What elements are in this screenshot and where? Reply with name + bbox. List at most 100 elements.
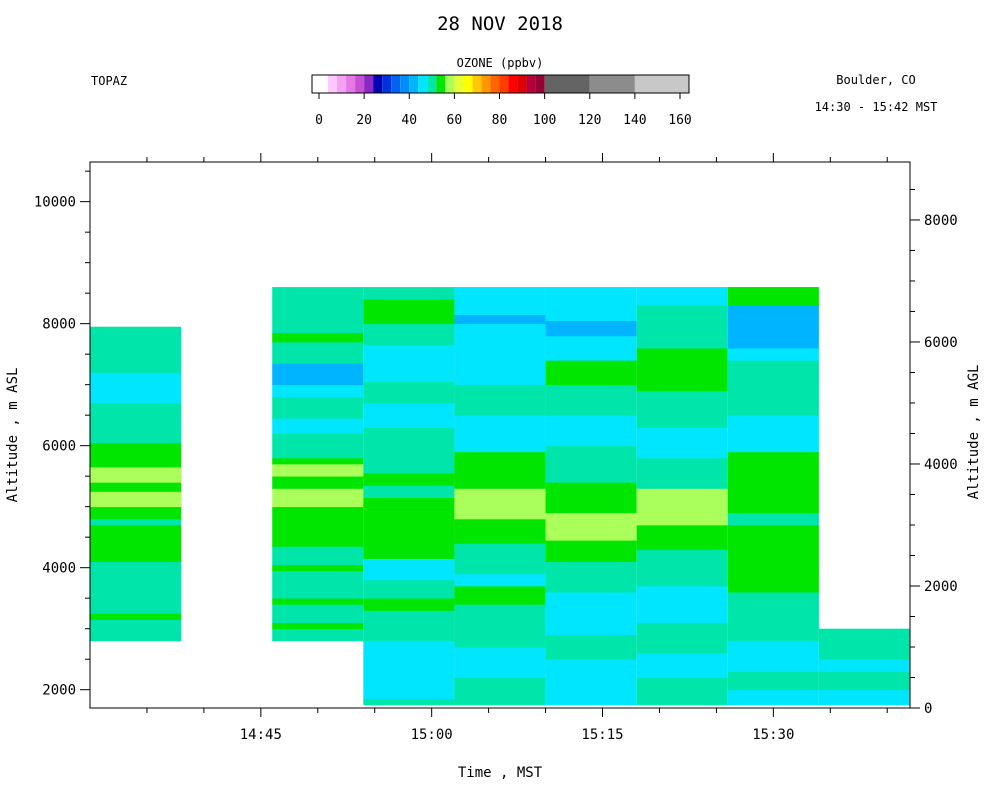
y-tick-label-left: 2000 — [42, 683, 76, 699]
ozone-cell — [272, 433, 364, 459]
ozone-cell — [90, 467, 182, 483]
ozone-cell — [727, 360, 819, 386]
ozone-cell — [545, 482, 637, 514]
ozone-cell — [727, 640, 819, 672]
ozone-cell — [636, 549, 728, 587]
colorbar-segment — [427, 75, 437, 93]
ozone-cell — [454, 488, 546, 520]
colorbar-segment — [508, 75, 518, 93]
colorbar-tick-label: 60 — [447, 113, 463, 128]
ozone-cell — [454, 518, 546, 544]
ozone-cell — [363, 323, 455, 346]
ozone-cell — [727, 287, 819, 306]
ozone-cell — [90, 518, 182, 526]
colorbar-segment — [373, 75, 383, 93]
colorbar-segment — [499, 75, 509, 93]
ozone-cell — [90, 482, 182, 492]
time-range-label: 14:30 - 15:42 MST — [815, 100, 938, 114]
colorbar-tick-label: 100 — [533, 113, 556, 128]
ozone-cell — [90, 613, 182, 620]
profile-column — [545, 287, 637, 706]
plot-frame — [89, 161, 911, 709]
x-tick-label: 15:30 — [752, 727, 794, 743]
ozone-cell — [636, 390, 728, 428]
ozone-cell — [363, 287, 455, 300]
ozone-cell — [636, 488, 728, 526]
ozone-cell — [545, 287, 637, 322]
ozone-cell — [454, 415, 546, 453]
y-tick-label-right: 0 — [924, 701, 932, 717]
ozone-cell — [363, 598, 455, 611]
colorbar-tick-label: 20 — [356, 113, 372, 128]
colorbar-segment — [463, 75, 473, 93]
ozone-cell — [363, 531, 455, 559]
ozone-cell — [363, 610, 455, 642]
ozone-cell — [636, 524, 728, 550]
y-tick-label-left: 4000 — [42, 561, 76, 577]
colorbar-segment — [382, 75, 392, 93]
ozone-cell — [727, 348, 819, 361]
colorbar-segment — [535, 75, 545, 93]
ozone-cell — [818, 659, 910, 672]
ozone-cell — [90, 396, 182, 404]
ozone-cell — [636, 348, 728, 392]
y-axis-label-right: Altitude , m AGL — [966, 365, 982, 500]
ozone-cell — [90, 402, 182, 431]
profile-column — [363, 287, 455, 706]
ozone-cell — [272, 604, 364, 623]
y-tick-label-right: 4000 — [924, 457, 958, 473]
colorbar-tick-label: 0 — [315, 113, 323, 128]
ozone-cell — [454, 360, 546, 386]
ozone-cell — [454, 543, 546, 575]
ozone-cell — [363, 579, 455, 599]
ozone-cell — [545, 360, 637, 386]
y-tick-label-left: 8000 — [42, 317, 76, 333]
colorbar-segment — [490, 75, 500, 93]
ozone-cell — [636, 653, 728, 678]
x-tick-label: 15:15 — [581, 727, 623, 743]
colorbar-segment — [337, 75, 347, 93]
ozone-cell — [90, 524, 182, 538]
ozone-cell — [727, 671, 819, 691]
ozone-cell — [272, 488, 364, 508]
ozone-cell — [636, 305, 728, 325]
ozone-cell — [90, 506, 182, 520]
y-tick-label-left: 6000 — [42, 439, 76, 455]
ozone-cell — [272, 476, 364, 489]
ozone-cell — [545, 415, 637, 447]
ozone-cell — [272, 622, 364, 630]
ozone-cell — [636, 427, 728, 459]
ozone-cell — [272, 296, 364, 309]
ozone-cell — [727, 592, 819, 642]
y-axis-label-left: Altitude , m ASL — [5, 368, 21, 503]
ozone-cell — [363, 427, 455, 459]
ozone-cell — [272, 546, 364, 566]
ozone-cell — [363, 402, 455, 428]
ozone-cell — [636, 677, 728, 706]
ozone-cell — [727, 384, 819, 416]
plot-area: 14:45 15:00 15:15 15:30 2000 4000 6000 8000 1000… — [34, 153, 958, 743]
y-tick-label-right: 8000 — [924, 213, 958, 229]
ozone-cell — [636, 585, 728, 623]
ozone-cell — [727, 451, 819, 514]
ozone-cell — [727, 512, 819, 526]
profile-column — [454, 287, 546, 706]
instrument-label: TOPAZ — [91, 74, 127, 88]
x-tick-label: 15:00 — [411, 727, 453, 743]
colorbar-segment — [436, 75, 446, 93]
ozone-cell — [272, 570, 364, 599]
ozone-cell — [363, 345, 455, 383]
colorbar-segment — [589, 75, 635, 93]
ozone-cell — [818, 628, 910, 660]
colorbar-tick-label: 80 — [492, 113, 508, 128]
ozone-cell — [90, 491, 182, 508]
colorbar-tick-label: 40 — [401, 113, 417, 128]
profile-column — [818, 628, 910, 706]
colorbar-segment — [526, 75, 536, 93]
colorbar-frame — [311, 74, 690, 94]
ozone-cell — [454, 585, 546, 605]
ozone-cell — [272, 506, 364, 547]
ozone-cell — [90, 357, 182, 373]
ozone-cell — [545, 592, 637, 636]
